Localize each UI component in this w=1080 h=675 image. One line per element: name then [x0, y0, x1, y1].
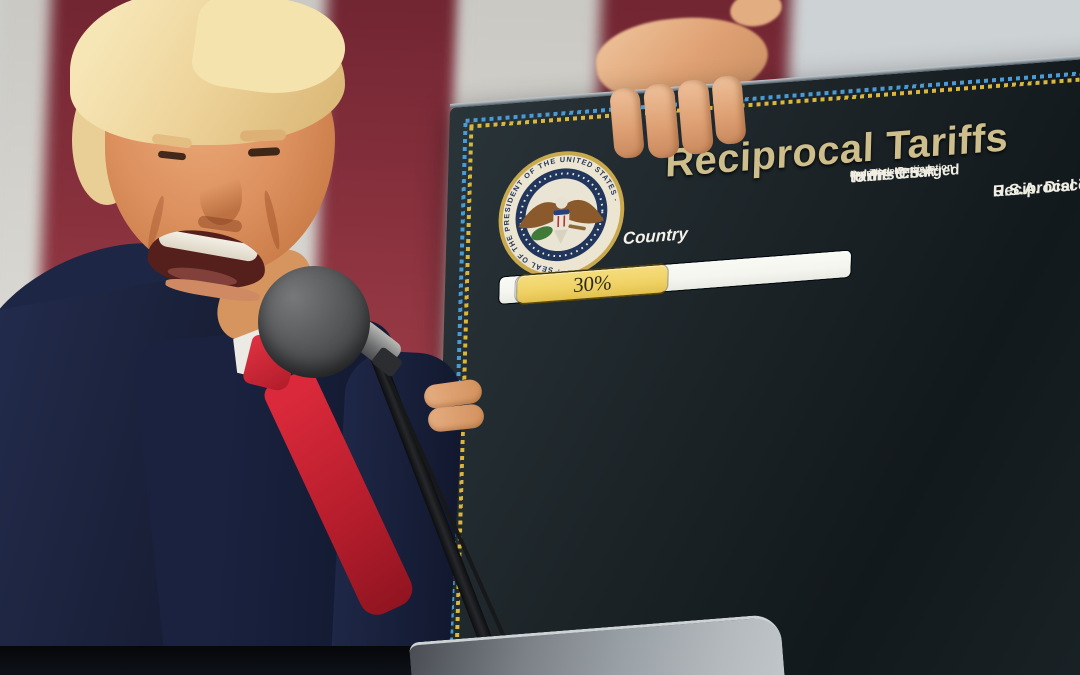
- column-header-reciprocal: U.S.A. Disco Reciprocal T: [992, 176, 1080, 201]
- tariff-board: · SEAL OF THE PRESIDENT OF THE UNITED ST…: [428, 48, 1080, 675]
- finger: [676, 78, 715, 156]
- presidential-seal-icon: · SEAL OF THE PRESIDENT OF THE UNITED ST…: [498, 150, 625, 279]
- eagle-icon: [518, 196, 605, 244]
- finger: [609, 86, 645, 160]
- podium-edge: [0, 646, 475, 675]
- finger: [642, 82, 681, 160]
- finger: [711, 74, 747, 146]
